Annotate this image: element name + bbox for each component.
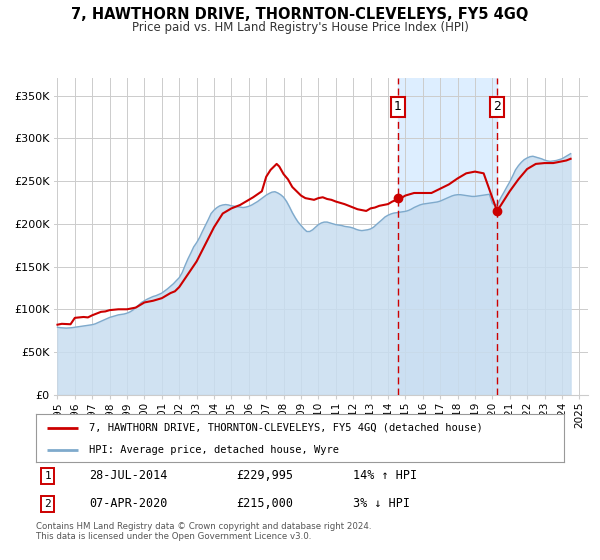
Text: 1: 1: [394, 100, 402, 113]
Text: 2: 2: [493, 100, 501, 113]
Text: Price paid vs. HM Land Registry's House Price Index (HPI): Price paid vs. HM Land Registry's House …: [131, 21, 469, 34]
Text: £229,995: £229,995: [236, 469, 293, 482]
Text: Contains HM Land Registry data © Crown copyright and database right 2024.
This d: Contains HM Land Registry data © Crown c…: [36, 522, 371, 542]
Text: 7, HAWTHORN DRIVE, THORNTON-CLEVELEYS, FY5 4GQ (detached house): 7, HAWTHORN DRIVE, THORNTON-CLEVELEYS, F…: [89, 423, 482, 433]
Text: 28-JUL-2014: 28-JUL-2014: [89, 469, 167, 482]
Text: HPI: Average price, detached house, Wyre: HPI: Average price, detached house, Wyre: [89, 445, 339, 455]
Text: 2: 2: [44, 499, 51, 509]
Text: 14% ↑ HPI: 14% ↑ HPI: [353, 469, 417, 482]
Text: 3% ↓ HPI: 3% ↓ HPI: [353, 497, 410, 510]
Text: 7, HAWTHORN DRIVE, THORNTON-CLEVELEYS, FY5 4GQ: 7, HAWTHORN DRIVE, THORNTON-CLEVELEYS, F…: [71, 7, 529, 22]
Text: £215,000: £215,000: [236, 497, 293, 510]
Text: 07-APR-2020: 07-APR-2020: [89, 497, 167, 510]
Bar: [398, 78, 497, 395]
Text: 1: 1: [44, 470, 51, 480]
